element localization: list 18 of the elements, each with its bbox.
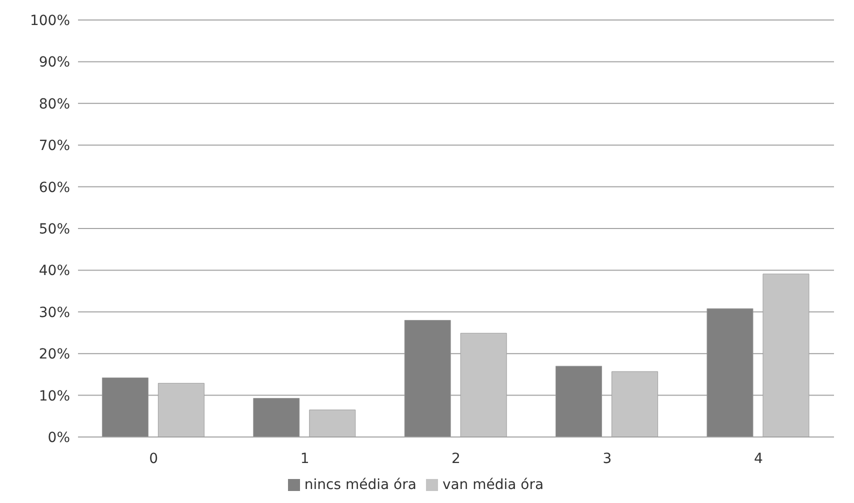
- x-tick-label: 2: [452, 450, 460, 467]
- y-tick-label: 0%: [48, 430, 70, 446]
- y-tick-label: 50%: [38, 221, 70, 238]
- y-tick-label: 30%: [38, 304, 70, 321]
- y-tick-label: 40%: [38, 263, 70, 280]
- legend-label: nincs média óra: [304, 477, 416, 493]
- y-tick-label: 20%: [38, 346, 70, 363]
- y-tick-label: 100%: [30, 12, 70, 29]
- x-tick-label: 4: [754, 450, 763, 467]
- y-tick-label: 10%: [38, 388, 70, 404]
- legend-label: van média óra: [442, 477, 544, 493]
- y-tick-label: 80%: [38, 96, 70, 112]
- y-tick-label: 60%: [38, 180, 70, 196]
- x-tick-label: 0: [149, 450, 158, 467]
- x-tick-label: 3: [602, 450, 612, 467]
- x-tick-label: 1: [300, 450, 310, 467]
- y-tick-label: 90%: [38, 54, 70, 71]
- y-tick-label: 70%: [38, 138, 70, 154]
